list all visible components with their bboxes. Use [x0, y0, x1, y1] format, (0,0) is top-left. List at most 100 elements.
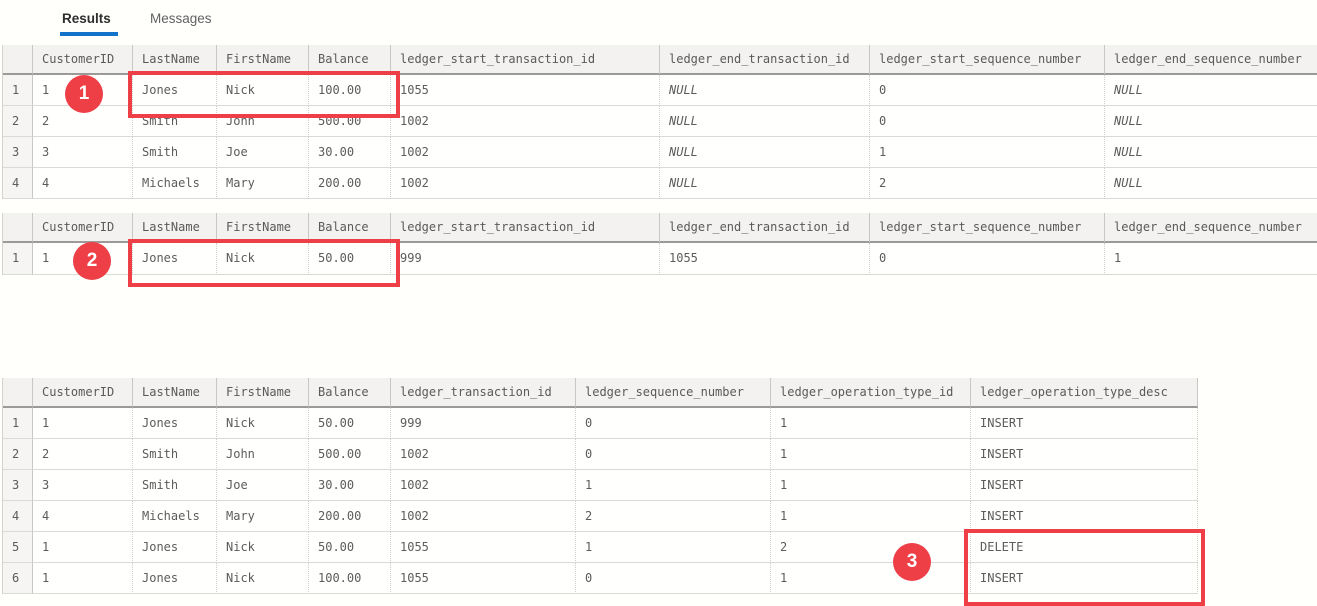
data-cell[interactable]: 3: [33, 470, 133, 501]
data-cell[interactable]: Jones: [133, 532, 217, 563]
data-cell[interactable]: INSERT: [971, 439, 1198, 470]
data-cell[interactable]: NULL: [660, 106, 870, 137]
data-cell[interactable]: 200.00: [309, 168, 391, 199]
data-cell[interactable]: 1: [771, 501, 971, 532]
data-cell[interactable]: 1055: [391, 532, 576, 563]
data-cell[interactable]: 2: [870, 168, 1105, 199]
row-number-cell[interactable]: 3: [3, 470, 33, 501]
data-cell[interactable]: Joe: [217, 470, 309, 501]
data-cell[interactable]: 1055: [391, 563, 576, 594]
data-cell[interactable]: Michaels: [133, 168, 217, 199]
column-header-Balance[interactable]: Balance: [309, 378, 391, 408]
data-cell[interactable]: INSERT: [971, 501, 1198, 532]
data-cell[interactable]: 30.00: [309, 137, 391, 168]
column-header-CustomerID[interactable]: CustomerID: [33, 45, 133, 75]
column-header-ledger_end_transaction_id[interactable]: ledger_end_transaction_id: [660, 213, 870, 243]
data-cell[interactable]: 1002: [391, 470, 576, 501]
row-number-cell[interactable]: 1: [3, 243, 33, 275]
data-cell[interactable]: 1055: [660, 243, 870, 275]
data-cell[interactable]: Smith: [133, 439, 217, 470]
column-header-ledger_operation_type_desc[interactable]: ledger_operation_type_desc: [971, 378, 1198, 408]
column-header-ledger_transaction_id[interactable]: ledger_transaction_id: [391, 378, 576, 408]
data-cell[interactable]: INSERT: [971, 563, 1198, 594]
data-cell[interactable]: Jones: [133, 408, 217, 439]
data-cell[interactable]: Nick: [217, 408, 309, 439]
column-header-ledger_end_sequence_number[interactable]: ledger_end_sequence_number: [1105, 213, 1317, 243]
data-cell[interactable]: 1055: [391, 75, 660, 106]
data-cell[interactable]: 2: [33, 106, 133, 137]
row-number-cell[interactable]: 4: [3, 501, 33, 532]
data-cell[interactable]: 1: [771, 470, 971, 501]
grid-corner-cell[interactable]: [3, 45, 33, 75]
data-cell[interactable]: Nick: [217, 75, 309, 106]
data-cell[interactable]: NULL: [660, 168, 870, 199]
column-header-CustomerID[interactable]: CustomerID: [33, 378, 133, 408]
data-cell[interactable]: 1002: [391, 137, 660, 168]
data-cell[interactable]: 30.00: [309, 470, 391, 501]
data-cell[interactable]: INSERT: [971, 470, 1198, 501]
data-cell[interactable]: 200.00: [309, 501, 391, 532]
column-header-ledger_sequence_number[interactable]: ledger_sequence_number: [576, 378, 771, 408]
data-cell[interactable]: NULL: [1105, 137, 1317, 168]
data-cell[interactable]: NULL: [1105, 75, 1317, 106]
data-cell[interactable]: 4: [33, 168, 133, 199]
column-header-ledger_end_sequence_number[interactable]: ledger_end_sequence_number: [1105, 45, 1317, 75]
data-cell[interactable]: Joe: [217, 137, 309, 168]
data-cell[interactable]: 999: [391, 243, 660, 275]
data-cell[interactable]: Nick: [217, 532, 309, 563]
column-header-ledger_start_transaction_id[interactable]: ledger_start_transaction_id: [391, 45, 660, 75]
data-cell[interactable]: 1: [576, 470, 771, 501]
row-number-cell[interactable]: 6: [3, 563, 33, 594]
column-header-ledger_start_transaction_id[interactable]: ledger_start_transaction_id: [391, 213, 660, 243]
data-cell[interactable]: 0: [576, 439, 771, 470]
row-number-cell[interactable]: 5: [3, 532, 33, 563]
data-cell[interactable]: Mary: [217, 501, 309, 532]
data-cell[interactable]: 0: [870, 106, 1105, 137]
column-header-ledger_end_transaction_id[interactable]: ledger_end_transaction_id: [660, 45, 870, 75]
grid-corner-cell[interactable]: [3, 213, 33, 243]
data-cell[interactable]: 1002: [391, 168, 660, 199]
row-number-cell[interactable]: 2: [3, 106, 33, 137]
data-cell[interactable]: 1: [771, 408, 971, 439]
data-cell[interactable]: 1002: [391, 501, 576, 532]
data-cell[interactable]: Nick: [217, 243, 309, 275]
data-cell[interactable]: 999: [391, 408, 576, 439]
data-cell[interactable]: 1: [33, 532, 133, 563]
data-cell[interactable]: Jones: [133, 243, 217, 275]
data-cell[interactable]: 50.00: [309, 408, 391, 439]
row-number-cell[interactable]: 4: [3, 168, 33, 199]
row-number-cell[interactable]: 1: [3, 75, 33, 106]
data-cell[interactable]: Jones: [133, 75, 217, 106]
data-cell[interactable]: 100.00: [309, 563, 391, 594]
data-cell[interactable]: 50.00: [309, 532, 391, 563]
column-header-ledger_start_sequence_number[interactable]: ledger_start_sequence_number: [870, 213, 1105, 243]
data-cell[interactable]: INSERT: [971, 408, 1198, 439]
data-cell[interactable]: 2: [33, 439, 133, 470]
data-cell[interactable]: 50.00: [309, 243, 391, 275]
data-cell[interactable]: 0: [870, 243, 1105, 275]
data-cell[interactable]: 2: [576, 501, 771, 532]
tab-results[interactable]: Results: [62, 11, 111, 26]
row-number-cell[interactable]: 2: [3, 439, 33, 470]
data-cell[interactable]: Mary: [217, 168, 309, 199]
column-header-ledger_start_sequence_number[interactable]: ledger_start_sequence_number: [870, 45, 1105, 75]
grid-corner-cell[interactable]: [3, 378, 33, 408]
column-header-FirstName[interactable]: FirstName: [217, 45, 309, 75]
data-cell[interactable]: 1: [771, 439, 971, 470]
data-cell[interactable]: NULL: [1105, 168, 1317, 199]
data-cell[interactable]: 4: [33, 501, 133, 532]
data-cell[interactable]: 1: [1105, 243, 1317, 275]
data-cell[interactable]: Smith: [133, 470, 217, 501]
data-cell[interactable]: 0: [870, 75, 1105, 106]
column-header-LastName[interactable]: LastName: [133, 213, 217, 243]
data-cell[interactable]: 0: [576, 563, 771, 594]
tab-messages[interactable]: Messages: [150, 11, 212, 26]
data-cell[interactable]: 1002: [391, 106, 660, 137]
data-cell[interactable]: DELETE: [971, 532, 1198, 563]
column-header-FirstName[interactable]: FirstName: [217, 378, 309, 408]
data-cell[interactable]: Michaels: [133, 501, 217, 532]
data-cell[interactable]: NULL: [660, 75, 870, 106]
data-cell[interactable]: 2: [771, 532, 971, 563]
data-cell[interactable]: 1: [870, 137, 1105, 168]
data-cell[interactable]: 1: [576, 532, 771, 563]
